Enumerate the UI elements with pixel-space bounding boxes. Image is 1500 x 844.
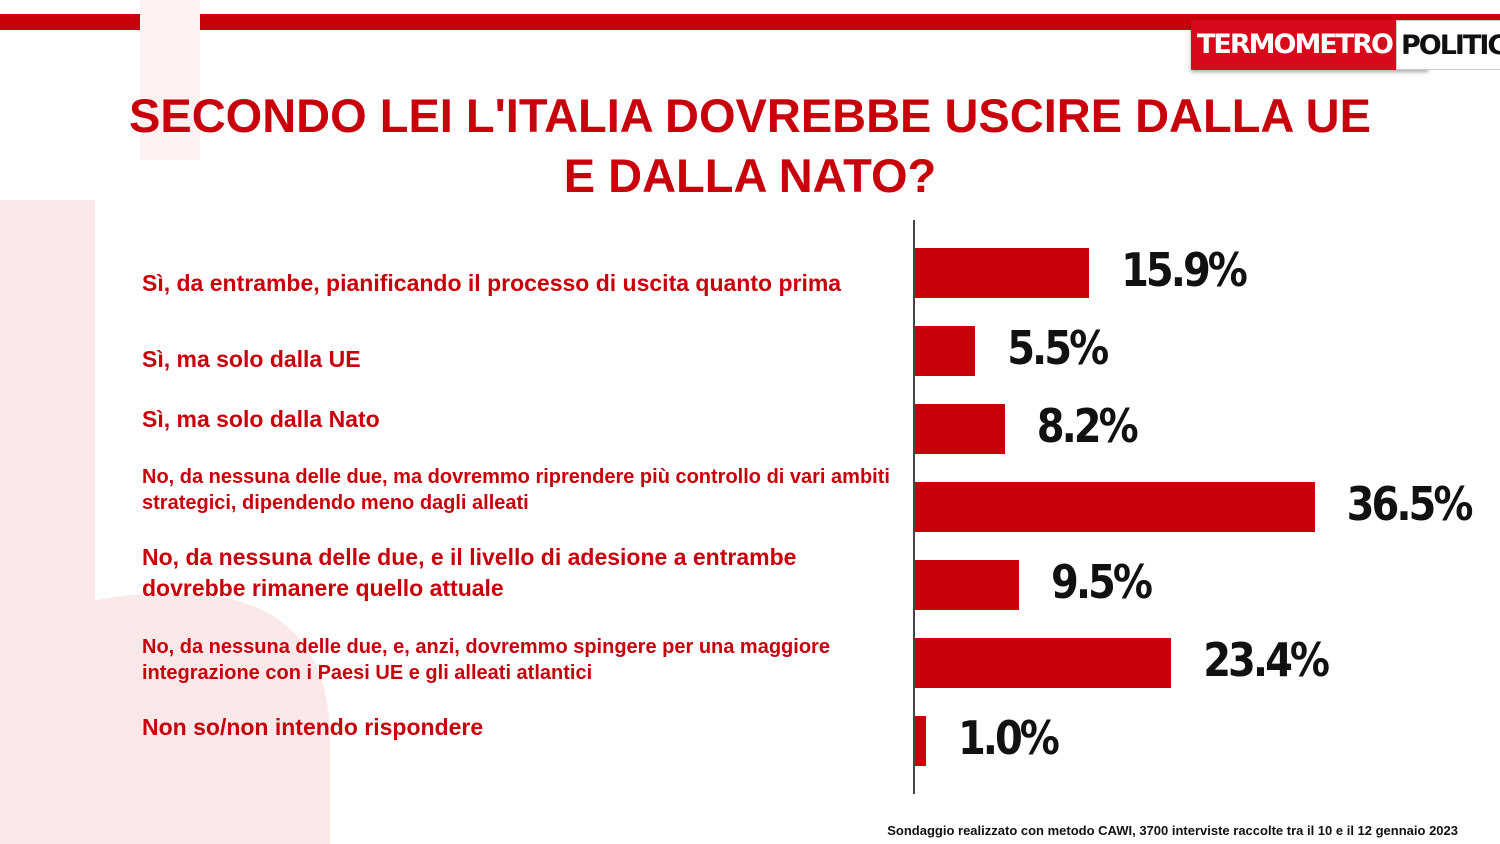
value-label: 1.0% — [957, 712, 1060, 766]
category-label: No, da nessuna delle due, e il livello d… — [142, 544, 797, 601]
value-label: 9.5% — [1051, 556, 1153, 610]
bar — [915, 326, 976, 376]
survey-footnote: Sondaggio realizzato con metodo CAWI, 37… — [887, 823, 1458, 838]
category-label: Sì, da entrambe, pianificando il process… — [142, 269, 842, 296]
category-label: Sì, ma solo dalla UE — [142, 345, 361, 372]
bar — [915, 560, 1020, 610]
value-label: 23.4% — [1203, 634, 1330, 688]
brand-logo: TERMOMETRO POLITICO — [1191, 20, 1500, 70]
value-label: 5.5% — [1007, 322, 1109, 376]
bar — [915, 482, 1315, 532]
chart-title: SECONDO LEI L'ITALIA DOVREBBE USCIRE DAL… — [0, 86, 1500, 206]
category-label: Sì, ma solo dalla Nato — [142, 405, 380, 432]
value-label: 15.9% — [1121, 244, 1248, 298]
logo-termometro: TERMOMETRO — [1191, 20, 1396, 70]
bar — [915, 638, 1172, 688]
value-label: 36.5% — [1346, 478, 1474, 532]
category-label: Non so/non intendo rispondere — [142, 713, 484, 740]
top-accent-bar — [0, 14, 1500, 30]
category-label: No, da nessuna delle due, e, anzi, dovre… — [142, 636, 830, 684]
bar — [915, 404, 1005, 454]
y-axis-line — [913, 220, 915, 794]
chart-title-line-1: SECONDO LEI L'ITALIA DOVREBBE USCIRE DAL… — [129, 89, 1371, 142]
logo-politico: POLITICO — [1395, 20, 1500, 70]
bar — [915, 248, 1090, 298]
category-label: No, da nessuna delle due, ma dovremmo ri… — [142, 466, 890, 514]
chart-title-line-2: E DALLA NATO? — [563, 149, 937, 202]
bar — [915, 716, 926, 766]
value-label: 8.2% — [1036, 400, 1139, 454]
